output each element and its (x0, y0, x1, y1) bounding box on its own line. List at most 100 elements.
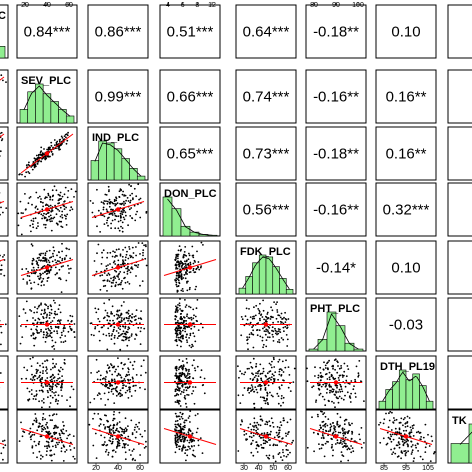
scatter-point (256, 329, 258, 332)
scatter-point (186, 439, 189, 442)
scatter-point (59, 206, 62, 209)
scatter-point (192, 256, 195, 259)
scatter-point (24, 312, 27, 314)
scatter-point (40, 259, 42, 262)
scatter-point (263, 326, 266, 328)
scatter-point (65, 279, 68, 282)
scatter-point (118, 444, 121, 447)
scatter-point (256, 378, 259, 380)
scatter-point (184, 306, 187, 308)
scatter-point (268, 377, 271, 379)
scatter-point (340, 451, 343, 453)
scatter-point (42, 398, 45, 400)
scatter-point (90, 333, 93, 336)
scatter-point (54, 273, 57, 276)
scatter-point (44, 445, 46, 448)
panel-2-4: 0.73*** (235, 126, 297, 181)
scatter-point (188, 368, 190, 371)
scatter-point (357, 374, 360, 377)
scatter-point (24, 193, 26, 195)
scatter-point (343, 370, 346, 373)
scatter-point (135, 254, 138, 257)
scatter-point (278, 314, 281, 317)
scatter-point (63, 208, 66, 211)
correlation-value: 0.10 (391, 260, 420, 277)
scatter-point (51, 396, 54, 399)
scatter-point (177, 441, 180, 444)
density-line (459, 431, 472, 445)
scatter-point (180, 260, 183, 263)
scatter-point (108, 216, 110, 219)
scatter-point (429, 460, 432, 462)
scatter-point (0, 269, 2, 271)
scatter-point (41, 428, 43, 430)
scatter-point (31, 168, 34, 171)
scatter-point (345, 379, 348, 382)
scatter-point (275, 317, 278, 320)
scatter-point (185, 436, 188, 439)
scatter-point (130, 185, 133, 187)
scatter-point (285, 318, 288, 321)
scatter-point (175, 426, 178, 429)
scatter-point (177, 325, 180, 328)
scatter-point (395, 418, 398, 421)
scatter-point (124, 430, 126, 433)
scatter-point (341, 443, 343, 445)
scatter-point (116, 310, 119, 313)
correlation-value: -0.16** (313, 202, 359, 219)
scatter-point (190, 318, 193, 321)
scatter-point (266, 402, 269, 404)
scatter-point (0, 452, 3, 455)
scatter-point (0, 254, 1, 257)
scatter-point (110, 311, 113, 313)
scatter-point (401, 440, 404, 443)
scatter-point (255, 304, 258, 307)
scatter-point (277, 433, 280, 435)
scatter-point (140, 374, 142, 377)
scatter-point (311, 386, 313, 389)
scatter-point (41, 217, 43, 220)
scatter-point (53, 330, 56, 333)
scatter-point (398, 428, 401, 431)
scatter-point (256, 334, 259, 337)
scatter-point (122, 387, 124, 389)
scatter-point (285, 334, 288, 336)
histogram-bar (171, 208, 182, 237)
scatter-point (61, 214, 63, 216)
panel-0-4: 0.64*** (235, 4, 297, 59)
scatter-point (108, 380, 110, 383)
scatter-point (414, 444, 417, 447)
scatter-point (32, 322, 35, 325)
scatter-point (194, 271, 197, 273)
scatter-point (63, 258, 66, 261)
scatter-point (178, 262, 181, 264)
scatter-point (124, 281, 127, 284)
scatter-point (341, 374, 344, 377)
scatter-point (276, 444, 279, 447)
scatter-point (144, 244, 147, 246)
scatter-point (44, 303, 46, 306)
scatter-point (192, 254, 195, 257)
scatter-point (50, 229, 53, 232)
scatter-point (117, 327, 120, 329)
scatter-point (350, 445, 352, 447)
scatter-point (111, 305, 114, 308)
scatter-point (45, 203, 48, 206)
mean-point (44, 207, 50, 212)
scatter-point (265, 330, 267, 333)
scatter-point (418, 432, 421, 434)
scatter-point (90, 322, 93, 325)
scatter-point (112, 330, 115, 333)
scatter-point (61, 257, 64, 260)
scatter-point (251, 379, 254, 382)
scatter-point (194, 288, 197, 291)
scatter-point (338, 379, 340, 381)
scatter-point (30, 435, 33, 438)
scatter-point (114, 370, 116, 373)
scatter-point (329, 423, 332, 426)
panel-6-1 (16, 355, 78, 410)
scatter-point (66, 213, 69, 216)
scatter-point (183, 441, 185, 443)
scatter-point (325, 384, 327, 387)
